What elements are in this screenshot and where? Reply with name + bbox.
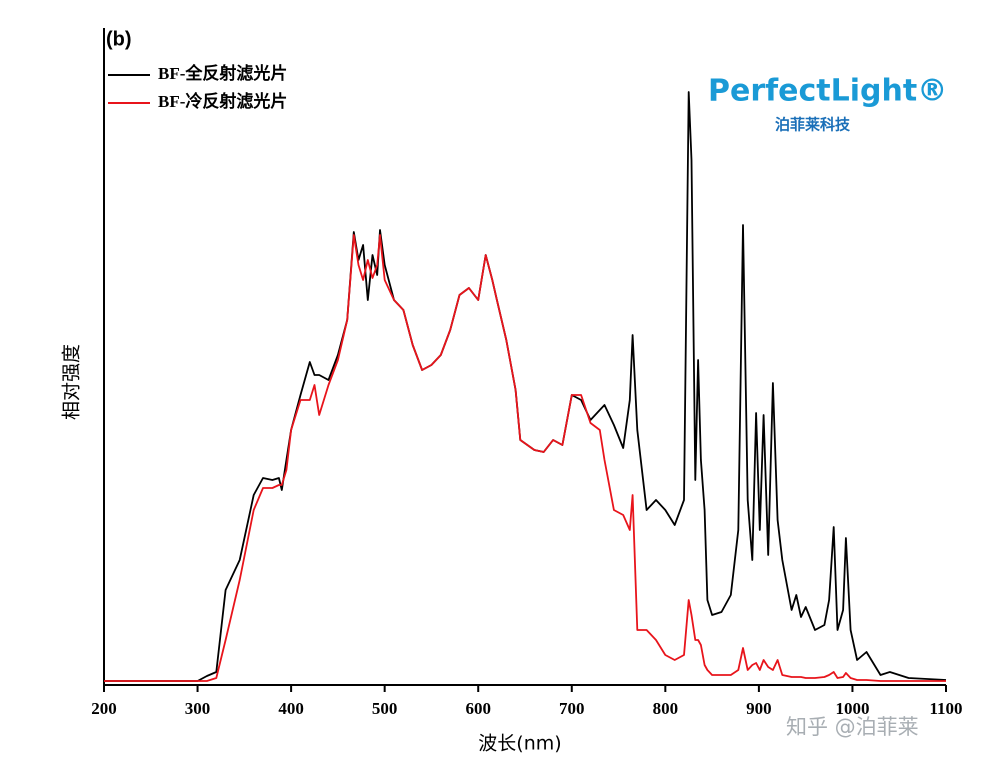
chart-title: (b) [106,28,132,50]
x-tick-label: 1000 [835,699,869,718]
x-tick-label: 700 [559,699,585,718]
line-series [104,91,947,682]
x-tick-label: 800 [653,699,679,718]
line-series [104,234,946,682]
x-tick-label: 1100 [929,699,962,718]
x-tick-label: 900 [746,699,772,718]
x-tick-label: 400 [278,699,304,718]
logo-subtext: 泊菲莱科技 [775,116,851,134]
x-tick-label: 200 [91,699,117,718]
legend-label: BF-冷反射滤光片 [158,91,287,111]
x-axis-label: 波长(nm) [478,733,561,755]
logo: PerfectLight® [708,74,947,109]
watermark: 知乎 @泊菲莱 [786,715,919,739]
y-axis-label: 相对强度 [61,344,83,420]
x-tick-label: 300 [185,699,211,718]
x-tick-label: 600 [465,699,491,718]
x-tick-label: 500 [372,699,398,718]
legend-label: BF-全反射滤光片 [158,63,287,83]
